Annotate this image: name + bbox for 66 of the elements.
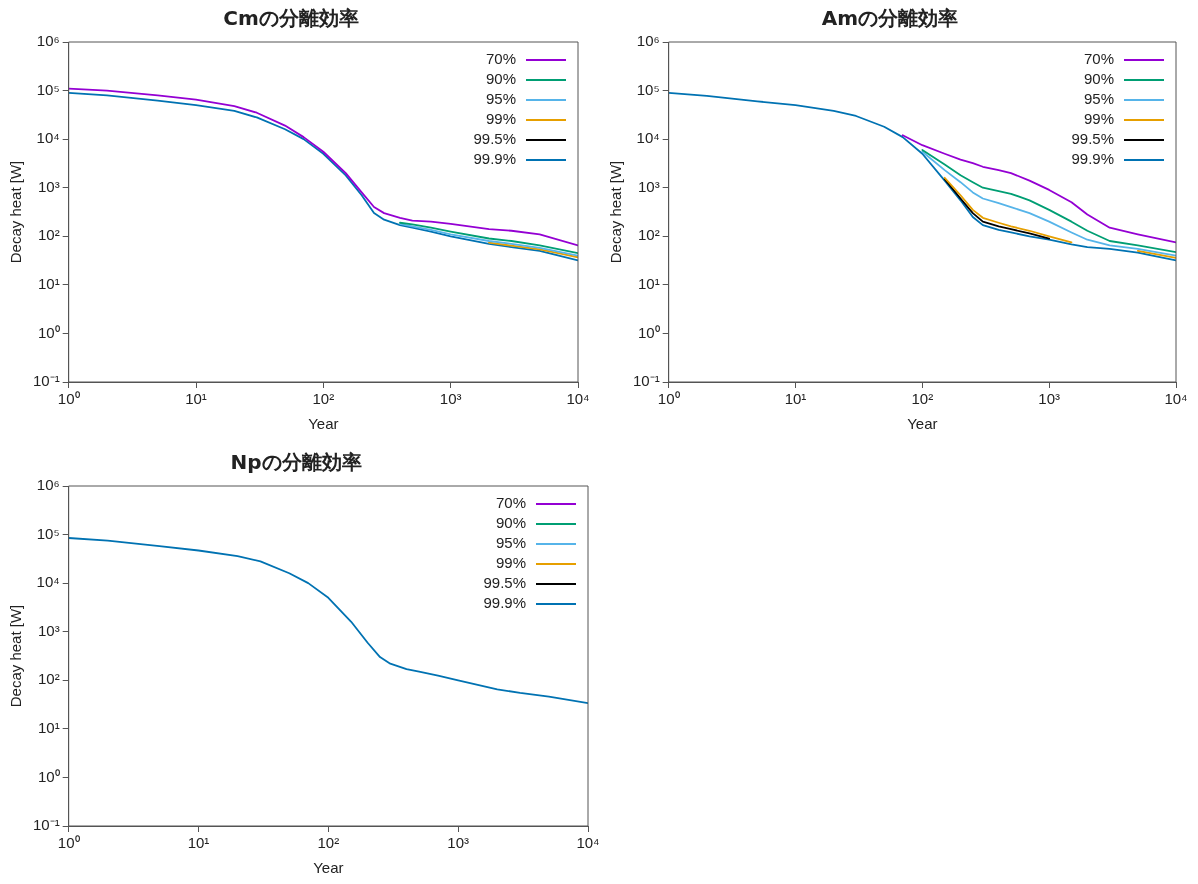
chart-title: Cmの分離効率	[223, 6, 359, 31]
y-tick-label: 10⁵	[636, 80, 660, 98]
x-tick-label: 10²	[911, 390, 934, 408]
legend-label: 99.9%	[483, 594, 526, 612]
x-axis-title: Year	[907, 415, 938, 433]
legend-label: 99.5%	[483, 574, 526, 592]
legend-label: 99.5%	[473, 130, 516, 148]
x-tick-label: 10¹	[185, 390, 207, 408]
x-tick-label: 10⁰	[57, 834, 80, 852]
y-axis-title: Decay heat [W]	[7, 604, 25, 708]
legend-label: 90%	[1083, 70, 1114, 88]
legend-label: 70%	[1083, 50, 1114, 68]
y-tick-label: 10⁰	[637, 323, 660, 341]
y-tick-label: 10¹	[37, 275, 60, 292]
x-tick-label: 10³	[1038, 390, 1061, 408]
y-tick-label: 10⁶	[636, 32, 660, 50]
x-tick-label: 10⁴	[1164, 390, 1188, 408]
legend-label: 99.9%	[473, 150, 516, 168]
y-tick-label: 10⁰	[37, 767, 60, 785]
legend-label: 99.9%	[1071, 150, 1114, 168]
y-tick-label: 10⁴	[36, 573, 60, 591]
x-tick-label: 10⁴	[566, 390, 590, 408]
chart-title: Npの分離効率	[230, 450, 362, 475]
x-tick-label: 10⁰	[57, 390, 80, 408]
y-tick-label: 10³	[37, 177, 60, 195]
legend-label: 70%	[485, 50, 516, 68]
legend-label: 99%	[485, 110, 516, 128]
legend-label: 90%	[485, 70, 516, 88]
y-tick-label: 10⁶	[36, 476, 60, 494]
legend-label: 95%	[495, 534, 526, 552]
legend-label: 90%	[495, 514, 526, 532]
y-tick-label: 10³	[637, 177, 660, 195]
y-tick-label: 10⁵	[36, 80, 60, 98]
y-tick-label: 10²	[37, 226, 60, 244]
x-tick-label: 10⁰	[657, 390, 680, 408]
y-tick-label: 10⁰	[37, 323, 60, 341]
y-tick-label: 10⁵	[36, 524, 60, 542]
legend-label: 95%	[1083, 90, 1114, 108]
chart-title: Amの分離効率	[821, 6, 959, 31]
legend-label: 99.5%	[1071, 130, 1114, 148]
y-tick-label: 10³	[37, 621, 60, 639]
y-axis-title: Decay heat [W]	[7, 160, 25, 264]
x-tick-label: 10¹	[784, 390, 807, 408]
x-tick-label: 10¹	[187, 834, 210, 852]
x-tick-label: 10²	[317, 834, 340, 852]
y-tick-label: 10⁶	[36, 32, 60, 50]
y-tick-label: 10¹	[637, 275, 660, 292]
x-tick-label: 10³	[439, 390, 462, 408]
legend-label: 95%	[485, 90, 516, 108]
x-tick-label: 10²	[312, 390, 335, 408]
x-axis-title: Year	[308, 415, 339, 433]
y-axis-title: Decay heat [W]	[607, 160, 625, 264]
y-tick-label: 10²	[37, 670, 60, 688]
legend-label: 70%	[495, 494, 526, 512]
x-axis-title: Year	[313, 859, 344, 877]
y-tick-label: 10⁴	[636, 129, 660, 147]
y-tick-label: 10⁴	[36, 129, 60, 147]
y-tick-label: 10⁻¹	[32, 816, 60, 834]
legend-label: 99%	[1083, 110, 1114, 128]
x-tick-label: 10⁴	[576, 834, 600, 852]
y-tick-label: 10²	[637, 226, 660, 244]
y-tick-label: 10⁻¹	[632, 372, 660, 390]
y-tick-label: 10⁻¹	[32, 372, 60, 390]
x-tick-label: 10³	[447, 834, 470, 852]
legend-label: 99%	[495, 554, 526, 572]
y-tick-label: 10¹	[37, 719, 60, 736]
